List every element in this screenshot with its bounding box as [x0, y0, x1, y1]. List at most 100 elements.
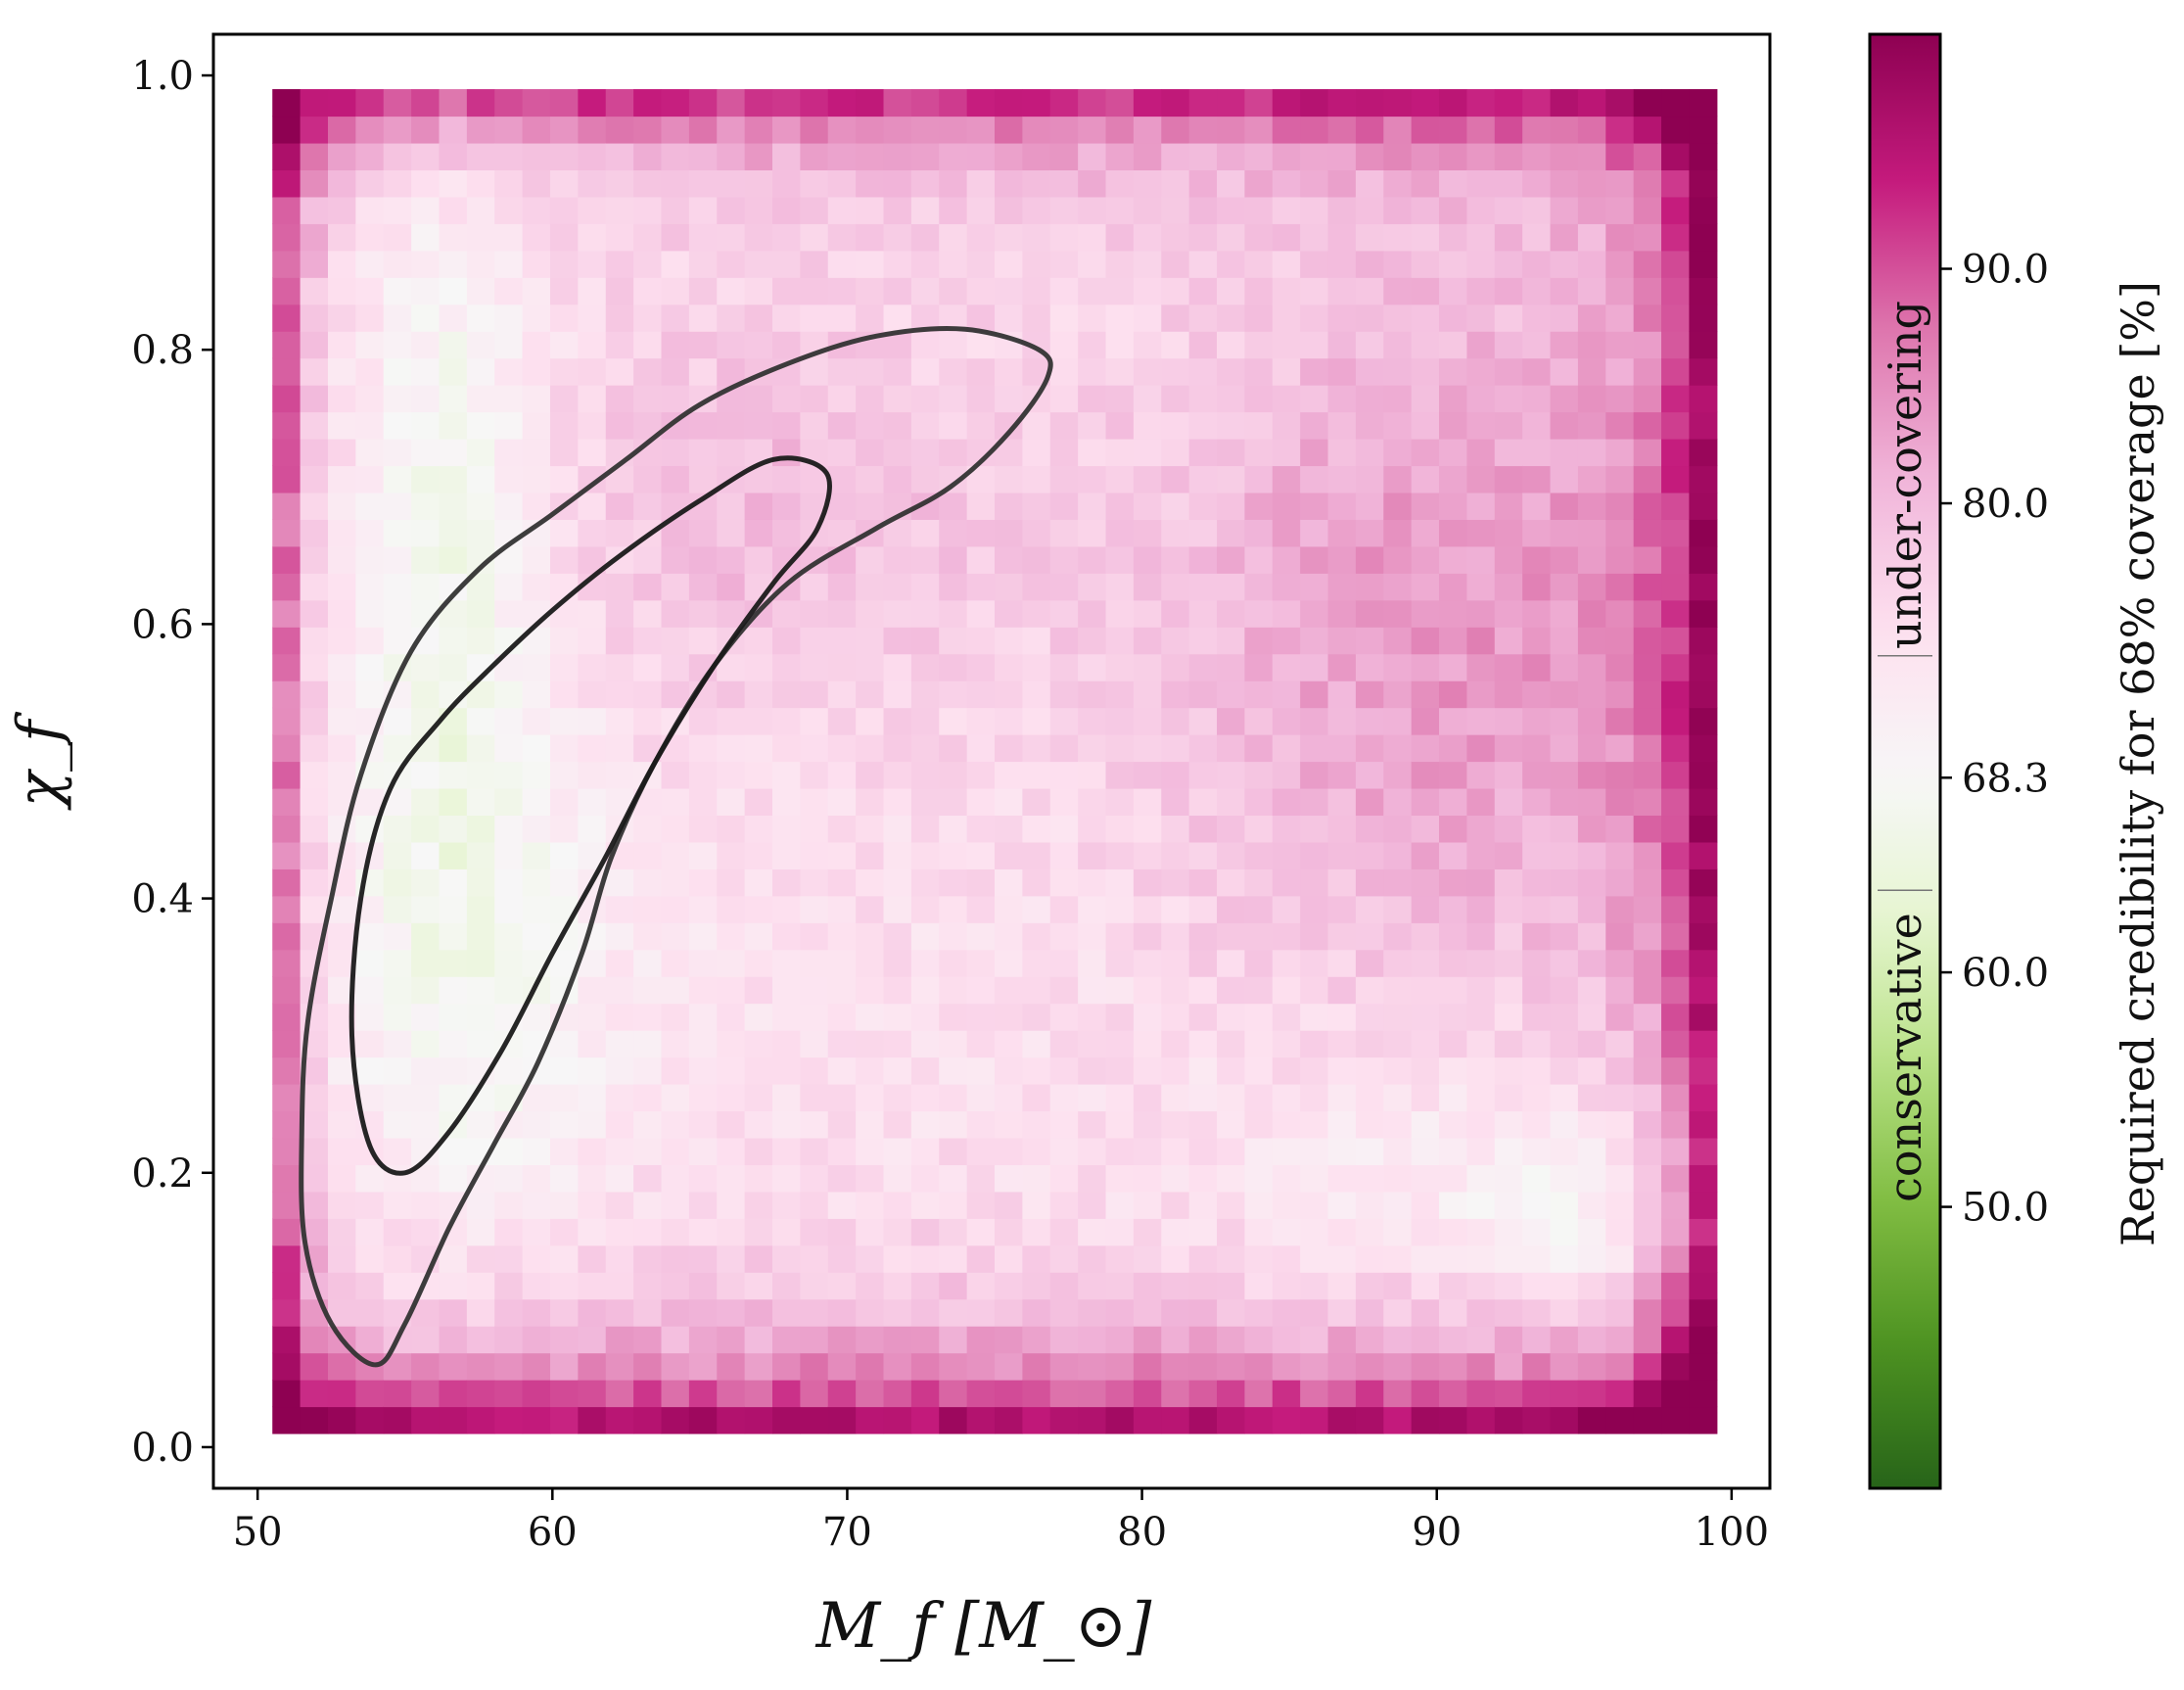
heatmap-cell [1411, 116, 1440, 144]
heatmap-cell [549, 304, 579, 332]
heatmap-cell [661, 223, 690, 252]
heatmap-cell [1661, 653, 1691, 681]
heatmap-cell [1661, 573, 1691, 601]
heatmap-cell [1439, 734, 1468, 763]
heatmap-cell [1577, 223, 1606, 252]
heatmap-cell [1217, 545, 1245, 574]
heatmap-cell [827, 599, 857, 628]
heatmap-cell [633, 653, 663, 681]
heatmap-cell [383, 1218, 412, 1246]
heatmap-cell [1105, 545, 1135, 574]
heatmap-cell [1661, 277, 1691, 305]
y-tick-label: 0.6 [131, 602, 194, 647]
heatmap-cell [1355, 1003, 1384, 1031]
heatmap-cell [995, 761, 1023, 789]
heatmap-cell [1327, 357, 1357, 386]
heatmap-cell [549, 681, 579, 709]
heatmap-cell [910, 1084, 940, 1112]
heatmap-cell [939, 1244, 968, 1273]
heatmap-cell [1300, 385, 1329, 413]
heatmap-cell [1244, 599, 1274, 628]
heatmap-cell [688, 1056, 718, 1085]
heatmap-cell [883, 169, 912, 198]
heatmap-cell [522, 922, 551, 951]
heatmap-cell [1689, 1380, 1718, 1408]
heatmap-cell [1078, 169, 1107, 198]
heatmap-cell [1355, 681, 1384, 709]
heatmap-cell [1133, 1326, 1162, 1354]
heatmap-cell [966, 331, 996, 359]
heatmap-cell [1133, 1003, 1162, 1031]
heatmap-cell [1411, 89, 1440, 117]
heatmap-cell [522, 545, 551, 574]
heatmap-cell [1439, 1191, 1468, 1219]
heatmap-cell [1272, 331, 1301, 359]
heatmap-cell [744, 922, 773, 951]
x-tick-label: 90 [1412, 1510, 1462, 1555]
heatmap-cell [411, 895, 441, 923]
heatmap-cell [1550, 1164, 1579, 1193]
heatmap-cell [966, 599, 996, 628]
heatmap-cell [327, 734, 356, 763]
heatmap-cell [1439, 1084, 1468, 1112]
heatmap-cell [1661, 169, 1691, 198]
heatmap-cell [272, 734, 302, 763]
heatmap-cell [355, 1030, 385, 1058]
heatmap-cell [1689, 1003, 1718, 1031]
heatmap-cell [1633, 385, 1662, 413]
y-tick-label: 0.0 [131, 1426, 194, 1471]
heatmap-cell [494, 841, 524, 869]
heatmap-cell [688, 1084, 718, 1112]
heatmap-cell [827, 250, 857, 278]
heatmap-cell [800, 815, 829, 843]
heatmap-cell [883, 1137, 912, 1165]
heatmap-cell [966, 223, 996, 252]
heatmap-cell [355, 1003, 385, 1031]
heatmap-cell [744, 196, 773, 224]
heatmap-cell [1577, 1272, 1606, 1300]
heatmap-cell [772, 734, 801, 763]
heatmap-cell [466, 196, 495, 224]
heatmap-cell [1550, 1218, 1579, 1246]
heatmap-cell [383, 223, 412, 252]
heatmap-cell [466, 1244, 495, 1273]
heatmap-cell [1522, 196, 1552, 224]
heatmap-cell [1605, 1003, 1635, 1031]
heatmap-cell [1244, 492, 1274, 520]
colorbar-gradient [1868, 32, 1942, 1490]
heatmap-cell [1633, 304, 1662, 332]
heatmap-cell [1494, 1084, 1523, 1112]
heatmap-cell [1272, 976, 1301, 1005]
heatmap-cell [1133, 116, 1162, 144]
heatmap-cell [1383, 1084, 1413, 1112]
heatmap-cell [717, 1380, 746, 1408]
heatmap-cell [939, 1003, 968, 1031]
heatmap-cell [411, 519, 441, 547]
heatmap-cell [1661, 357, 1691, 386]
heatmap-cell [717, 868, 746, 897]
heatmap-cell [1577, 439, 1606, 467]
heatmap-cell [1383, 627, 1413, 655]
heatmap-cell [522, 895, 551, 923]
heatmap-cell [549, 787, 579, 817]
heatmap-cell [1494, 545, 1523, 574]
heatmap-cell [1161, 599, 1190, 628]
heatmap-cell [327, 142, 356, 171]
heatmap-cell [744, 1406, 773, 1434]
heatmap-cell [1439, 1352, 1468, 1381]
heatmap-cell [910, 331, 940, 359]
heatmap-cell [1411, 976, 1440, 1005]
heatmap-cell [1383, 976, 1413, 1005]
heatmap-cell [1272, 545, 1301, 574]
heatmap-cell [856, 1218, 885, 1246]
heatmap-cell [883, 1244, 912, 1273]
heatmap-cell [633, 895, 663, 923]
heatmap-cell [910, 1164, 940, 1193]
heatmap-cell [578, 1003, 607, 1031]
heatmap-cell [522, 1164, 551, 1193]
heatmap-cell [856, 116, 885, 144]
heatmap-cell [327, 1406, 356, 1434]
heatmap-cell [1633, 89, 1662, 117]
heatmap-cell [633, 573, 663, 601]
heatmap-cell [411, 250, 441, 278]
